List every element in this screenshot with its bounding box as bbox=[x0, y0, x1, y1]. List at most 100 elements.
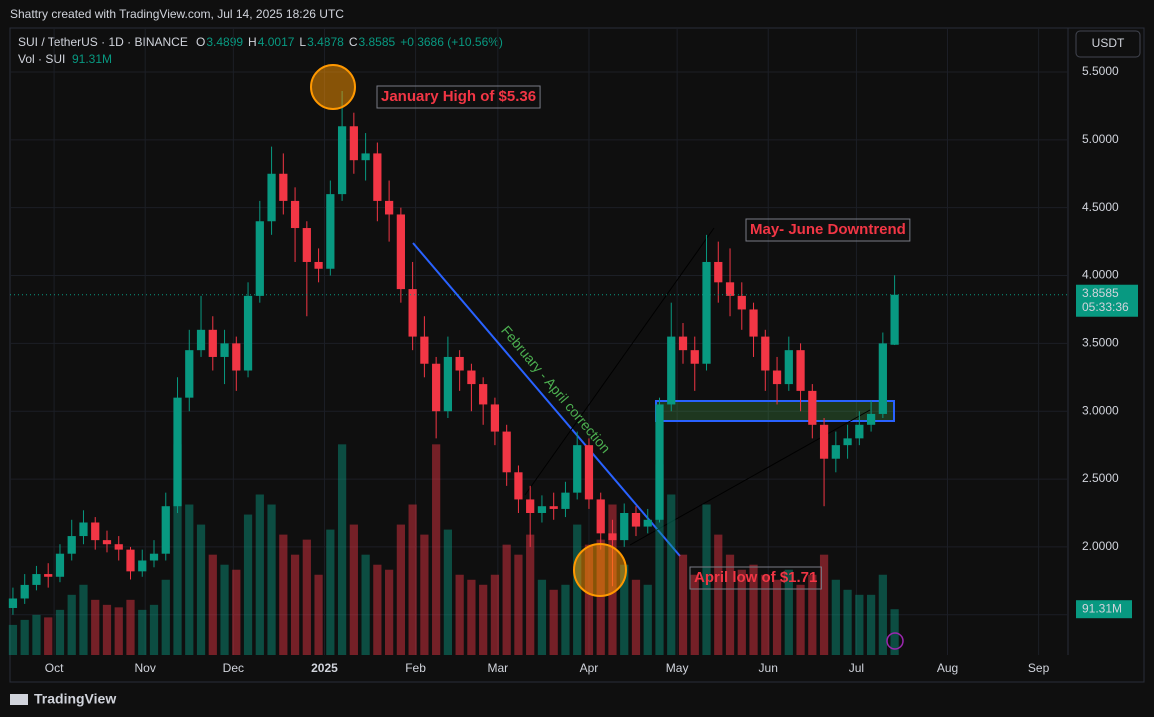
candle-body bbox=[243, 295, 253, 371]
volume-bar bbox=[114, 607, 123, 655]
volume-bar bbox=[584, 544, 594, 655]
volume-bar bbox=[667, 494, 676, 655]
candle-body bbox=[890, 294, 899, 345]
ohlc-label: O bbox=[196, 35, 205, 49]
candle-body bbox=[149, 553, 159, 561]
candle-body bbox=[479, 384, 488, 405]
volume-bar bbox=[526, 534, 535, 655]
volume-bar bbox=[196, 524, 206, 655]
candle-body bbox=[714, 261, 723, 283]
volume-bar bbox=[561, 584, 570, 655]
candle-body bbox=[502, 431, 511, 473]
ohlc-value: 3.4878 bbox=[307, 35, 344, 49]
ohlc-value: 3.8585 bbox=[358, 35, 395, 49]
annotation-box bbox=[689, 566, 822, 590]
candle-body bbox=[702, 261, 711, 364]
volume-bar bbox=[620, 564, 629, 655]
candle-body bbox=[526, 499, 535, 513]
volume-bar bbox=[749, 564, 758, 655]
y-tick-label: 3.5000 bbox=[1082, 336, 1119, 350]
volume-bar bbox=[373, 564, 382, 655]
volume-bar bbox=[502, 544, 511, 655]
candle-body bbox=[467, 370, 476, 385]
candle-body bbox=[772, 370, 782, 385]
volume-bar bbox=[655, 464, 664, 655]
volume-bar bbox=[396, 524, 405, 655]
candle-body bbox=[20, 584, 29, 599]
currency[interactable]: USDT bbox=[1092, 36, 1125, 50]
annotation-box bbox=[376, 85, 541, 109]
volume-bar bbox=[479, 584, 488, 655]
x-tick-label: Dec bbox=[223, 661, 244, 675]
volume-bar bbox=[361, 554, 370, 655]
candle-body bbox=[8, 598, 18, 608]
candle-body bbox=[537, 506, 547, 513]
x-tick-label: Mar bbox=[488, 661, 509, 675]
volume-bar bbox=[44, 617, 53, 655]
volume-bar bbox=[102, 604, 112, 655]
volume-bar bbox=[220, 564, 229, 655]
candle-body bbox=[620, 512, 629, 541]
volume-label: 91.31M bbox=[1082, 601, 1122, 615]
candle-body bbox=[573, 445, 582, 493]
volume-bar bbox=[267, 504, 276, 655]
volume-label-box bbox=[1076, 600, 1132, 619]
volume-title: Vol · SUI bbox=[18, 52, 65, 66]
volume-bar bbox=[843, 589, 852, 655]
candle-body bbox=[761, 336, 770, 371]
volume-bar bbox=[8, 624, 18, 655]
candle-body bbox=[725, 282, 735, 296]
candle-body bbox=[855, 424, 864, 439]
candle-body bbox=[91, 522, 100, 541]
volume-bar bbox=[455, 574, 464, 655]
candle-body bbox=[490, 404, 500, 432]
x-tick-label: Jul bbox=[849, 661, 864, 675]
volume-bar bbox=[79, 584, 88, 655]
candle-body bbox=[373, 153, 382, 201]
x-tick-label: Jun bbox=[759, 661, 778, 675]
candle-body bbox=[44, 574, 53, 577]
volume-bar bbox=[67, 594, 76, 655]
volume-bar bbox=[55, 609, 65, 655]
candle-body bbox=[808, 390, 817, 425]
volume-bar bbox=[702, 504, 711, 655]
volume-bar bbox=[761, 574, 770, 655]
candle-body bbox=[196, 329, 206, 351]
volume-bar bbox=[408, 504, 417, 655]
candle-body bbox=[102, 540, 112, 545]
volume-bar bbox=[443, 529, 453, 655]
volume-bar bbox=[314, 574, 323, 655]
candle-body bbox=[326, 194, 335, 269]
candle-body bbox=[561, 492, 570, 509]
volume-bar bbox=[126, 599, 135, 655]
last-price-label: 3.8585 bbox=[1082, 286, 1119, 300]
candle-body bbox=[796, 350, 805, 391]
volume-bar bbox=[349, 524, 358, 655]
candle-body bbox=[843, 438, 852, 446]
volume-bar bbox=[784, 569, 793, 655]
volume-bar bbox=[890, 609, 899, 655]
highlight bbox=[573, 543, 627, 597]
candle-body bbox=[302, 228, 311, 262]
candle-body bbox=[819, 424, 829, 459]
candle-body bbox=[79, 522, 88, 537]
volume-bar bbox=[737, 569, 746, 655]
candle-body bbox=[455, 356, 464, 371]
volume-bar bbox=[91, 599, 100, 655]
candle-body bbox=[584, 445, 594, 500]
candle-body bbox=[678, 336, 688, 351]
candle-body bbox=[514, 472, 523, 500]
ohlc-label: C bbox=[349, 35, 358, 49]
candle-body bbox=[55, 553, 65, 577]
x-tick-label: 2025 bbox=[311, 661, 338, 675]
footer: TradingView bbox=[34, 691, 116, 707]
candle-body bbox=[385, 200, 394, 215]
volume-bar bbox=[149, 604, 159, 655]
volume-bar bbox=[808, 574, 817, 655]
volume-bar bbox=[643, 584, 652, 655]
alert-icon bbox=[886, 632, 904, 650]
volume-bar bbox=[725, 554, 735, 655]
annotation: January High of $5.36 bbox=[381, 88, 536, 105]
candle-body bbox=[255, 221, 264, 296]
currency-button[interactable] bbox=[1075, 30, 1141, 58]
